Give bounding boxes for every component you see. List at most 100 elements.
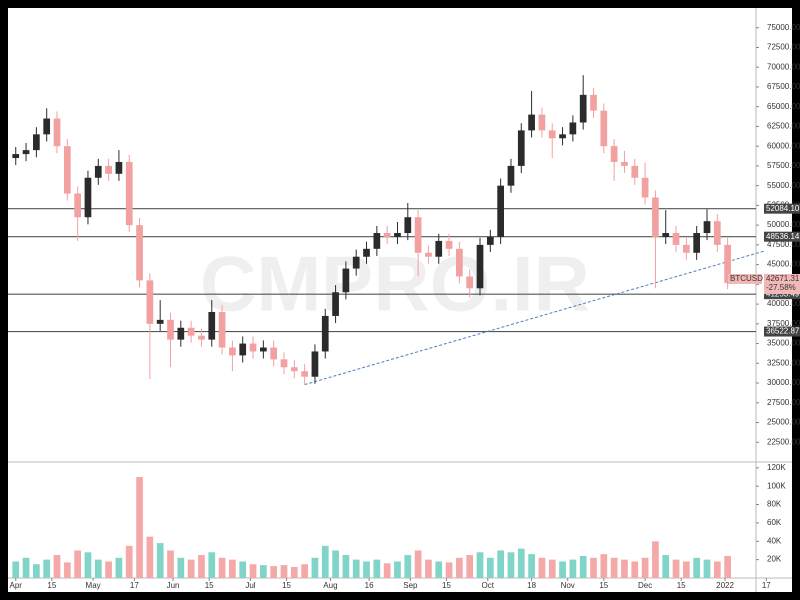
volume-bar (156, 543, 164, 578)
x-tick-label: 15 (282, 581, 291, 590)
candle-body (425, 252, 432, 257)
candle-body (383, 233, 391, 237)
candle-body (311, 351, 319, 377)
volume-tick-label: 60K (767, 518, 782, 527)
candle-body (270, 347, 278, 360)
volume-bar (311, 557, 319, 578)
candle-body (631, 165, 639, 178)
level-label-box (764, 326, 800, 337)
x-tick-label: 2022 (716, 581, 734, 590)
x-tick-label: 18 (527, 581, 536, 590)
candle-body (321, 315, 329, 352)
candle-body (187, 327, 195, 336)
volume-bar (672, 559, 680, 578)
candle-body (548, 130, 556, 139)
volume-bar (229, 559, 236, 578)
level-label-box (764, 289, 800, 300)
y-tick-label: 55000.00 (767, 181, 800, 190)
volume-bar (53, 555, 61, 578)
candle-body (74, 193, 81, 218)
volume-bar (414, 550, 422, 578)
volume-bar (218, 557, 226, 578)
candle-body (94, 165, 102, 178)
x-tick-label: Jun (167, 581, 180, 590)
volume-bar (187, 559, 195, 578)
volume-bar (404, 555, 412, 578)
y-tick-label: 45000.00 (767, 260, 800, 269)
volume-bar (33, 564, 40, 578)
candle-body (507, 165, 515, 186)
candle-body (115, 161, 123, 174)
x-tick-label: 15 (677, 581, 686, 590)
candle-body (486, 236, 494, 245)
x-tick-label: 15 (205, 581, 214, 590)
volume-bar (538, 557, 546, 578)
candle-body (445, 240, 453, 249)
candle-body (342, 268, 350, 293)
candle-body (517, 130, 525, 166)
volume-bar (12, 561, 20, 578)
candle-body (12, 154, 20, 159)
y-tick-label: 25000.00 (767, 418, 800, 427)
candle-body (662, 233, 670, 237)
candle-body (621, 161, 628, 166)
candle-body (218, 311, 226, 348)
candle-body (84, 177, 92, 218)
candle-body (693, 233, 701, 253)
volume-bar (476, 552, 484, 578)
candle-body (538, 114, 546, 131)
volume-bar (146, 536, 154, 578)
volume-bar (693, 557, 701, 578)
volume-bar (301, 564, 308, 578)
y-tick-label: 75000.00 (767, 23, 800, 32)
volume-bar (280, 565, 288, 578)
volume-tick-label: 80K (767, 500, 782, 509)
candle-body (724, 244, 731, 283)
candle-body (641, 177, 649, 198)
candle-body (352, 256, 360, 269)
y-tick-label: 65000.00 (767, 102, 800, 111)
candle-body (249, 343, 257, 352)
volume-tick-label: 120K (767, 463, 786, 472)
y-tick-label: 70000.00 (767, 62, 800, 71)
x-tick-label: Jul (245, 581, 255, 590)
volume-bar (136, 477, 143, 578)
volume-bar (290, 566, 298, 578)
volume-bar (569, 559, 577, 578)
candle-body (456, 248, 463, 277)
x-tick-label: Aug (323, 581, 337, 590)
x-tick-label: 16 (365, 581, 374, 590)
candle-body (22, 150, 30, 155)
volume-bar (249, 564, 257, 578)
candle-body (125, 161, 133, 226)
volume-bar (22, 557, 30, 578)
x-tick-label: Apr (10, 581, 23, 590)
candle-body (528, 114, 535, 131)
candle-body (600, 110, 608, 147)
volume-bar (435, 561, 443, 578)
level-label-box (764, 203, 800, 214)
candle-body (559, 134, 566, 139)
volume-bar (641, 557, 649, 578)
volume-bar (43, 559, 51, 578)
candle-body (33, 134, 40, 151)
volume-tick-label: 20K (767, 555, 782, 564)
candle-body (404, 217, 412, 234)
volume-bar (321, 545, 329, 578)
candle-body (713, 221, 721, 245)
volume-bar (579, 555, 587, 578)
candle-body (435, 240, 443, 257)
volume-bar (125, 545, 133, 578)
volume-bar (621, 559, 628, 578)
x-tick-label: 17 (130, 581, 139, 590)
y-tick-label: 60000.00 (767, 141, 800, 150)
volume-tick-label: 40K (767, 536, 782, 545)
volume-bar (167, 550, 174, 578)
volume-bar (383, 563, 391, 578)
candle-body (177, 327, 185, 340)
candle-body (590, 94, 597, 111)
watermark: CMPRO.IR (200, 240, 590, 328)
volume-bar (208, 552, 216, 578)
